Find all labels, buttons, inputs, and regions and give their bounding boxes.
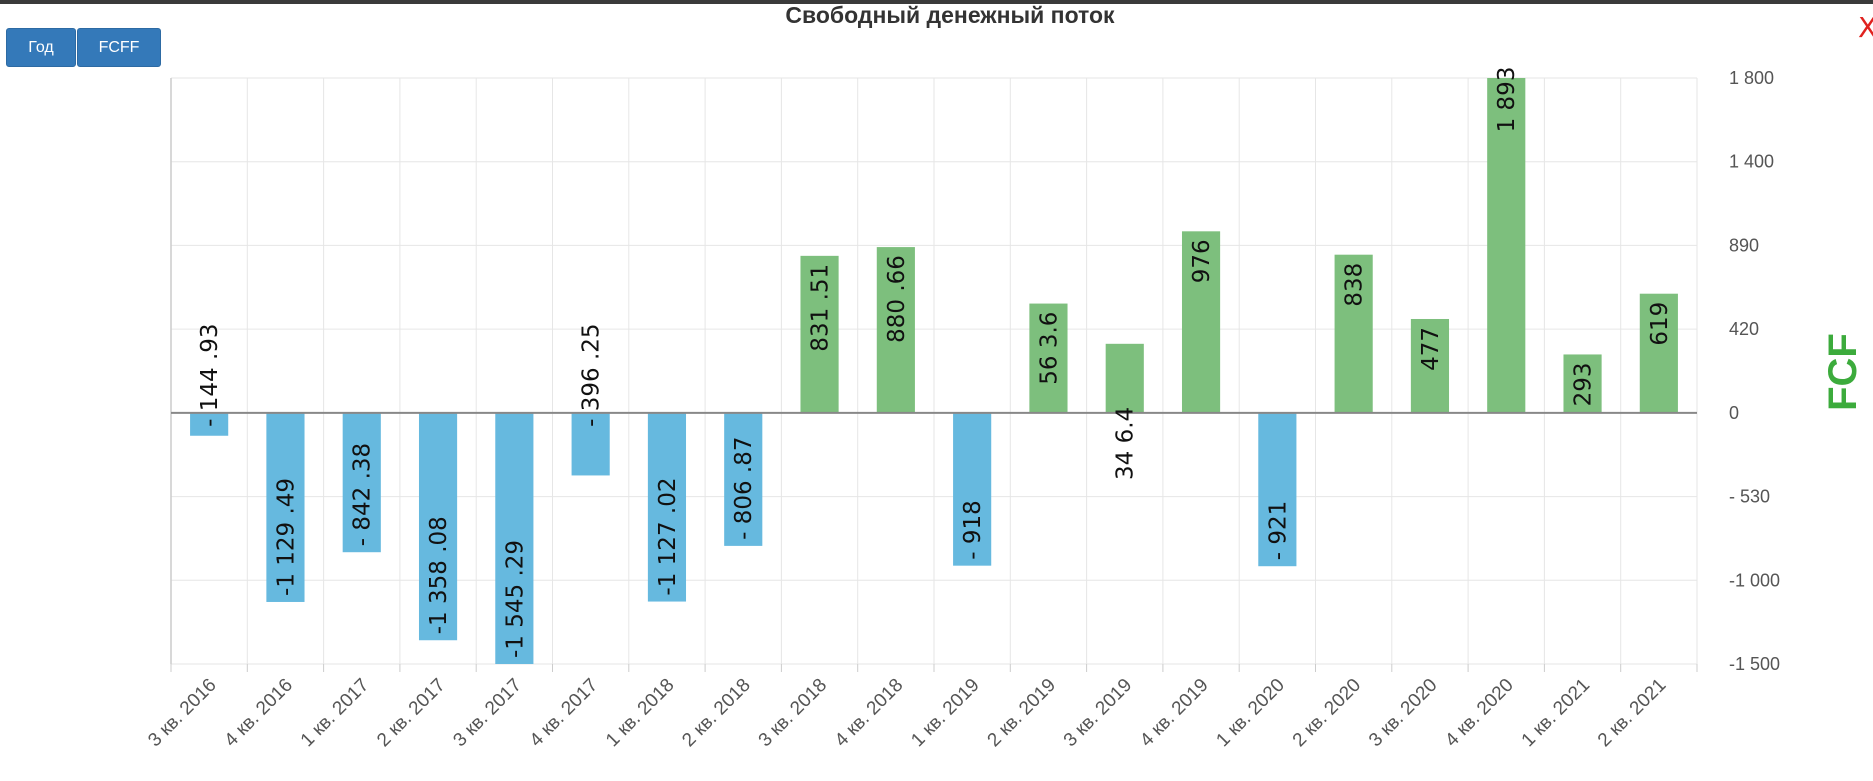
bar (1563, 354, 1602, 413)
data-label: -1 127 .02 (655, 478, 681, 596)
y-tick-label: - 530 (1729, 487, 1770, 507)
data-label: - 918 (960, 500, 986, 560)
x-tick-label: 3 кв. 2018 (755, 675, 831, 751)
bar (1181, 231, 1221, 413)
data-label: -1 358 .08 (426, 516, 452, 634)
x-tick-label: 4 кв. 2017 (526, 675, 602, 751)
bar (1334, 254, 1373, 413)
bar (1029, 303, 1068, 413)
data-label: 976 (1189, 239, 1215, 283)
bar (724, 412, 763, 546)
data-label: -1 129 .49 (273, 478, 299, 596)
data-label: 1 893 (1494, 67, 1520, 133)
x-tick-label: 3 кв. 2016 (144, 675, 220, 751)
data-label: - 842 .38 (350, 443, 376, 546)
data-label: -1 545 .29 (502, 540, 528, 658)
close-icon[interactable]: X (1858, 11, 1873, 44)
data-label: 880 .66 (884, 255, 910, 343)
top-strip (0, 0, 1873, 4)
bar (1258, 412, 1297, 567)
data-label: - 396 .25 (579, 323, 605, 426)
data-label: - 144 .93 (197, 323, 223, 426)
x-tick-label: 3 кв. 2020 (1365, 675, 1441, 751)
x-tick-label: 3 кв. 2019 (1060, 675, 1136, 751)
bar (1639, 293, 1678, 413)
year-button[interactable]: Год (6, 28, 76, 67)
x-tick-label: 2 кв. 2019 (984, 675, 1060, 751)
data-label: 56 3.6 (1036, 312, 1062, 385)
fcff-button[interactable]: FCFF (77, 28, 161, 67)
y-tick-label: -1 000 (1729, 570, 1780, 590)
x-tick-label: 1 кв. 2021 (1518, 675, 1594, 751)
x-tick-label: 1 кв. 2017 (297, 675, 373, 751)
x-tick-label: 4 кв. 2020 (1441, 675, 1517, 751)
bar (1487, 78, 1526, 413)
x-tick-label: 2 кв. 2018 (678, 675, 754, 751)
bar (342, 412, 381, 553)
bar (647, 412, 687, 602)
x-tick-label: 1 кв. 2018 (602, 675, 678, 751)
y-tick-label: 1 400 (1729, 152, 1774, 172)
data-label: 831 .51 (808, 264, 834, 352)
data-label: 293 (1571, 362, 1597, 406)
data-label: 619 (1647, 302, 1673, 346)
bar (800, 255, 839, 413)
bar (190, 412, 229, 436)
x-tick-label: 2 кв. 2017 (373, 675, 449, 751)
y-tick-label: 0 (1729, 403, 1739, 423)
y-tick-label: 1 800 (1729, 68, 1774, 88)
bar (495, 412, 534, 664)
x-tick-label: 2 кв. 2020 (1289, 675, 1365, 751)
bar (418, 412, 458, 641)
x-tick-label: 1 кв. 2020 (1212, 675, 1288, 751)
x-tick-label: 1 кв. 2019 (907, 675, 983, 751)
x-tick-label: 3 кв. 2017 (449, 675, 525, 751)
data-label: 838 (1342, 263, 1368, 307)
data-label: - 806 .87 (731, 436, 757, 539)
bar (1105, 343, 1144, 413)
data-label: - 921 (1265, 501, 1291, 561)
x-tick-label: 4 кв. 2018 (831, 675, 907, 751)
x-tick-label: 4 кв. 2016 (221, 675, 297, 751)
chart-title: Свободный денежный поток (785, 2, 1115, 28)
y-tick-label: -1 500 (1729, 654, 1780, 674)
bar (571, 412, 610, 476)
bar (1410, 318, 1450, 413)
data-label: 477 (1418, 327, 1444, 371)
y-tick-label: 420 (1729, 319, 1759, 339)
bar (953, 412, 992, 566)
y-tick-label: 890 (1729, 235, 1759, 255)
x-tick-label: 4 кв. 2019 (1136, 675, 1212, 751)
y-axis-title: FCF (1821, 333, 1865, 411)
bar (266, 412, 305, 602)
x-tick-label: 2 кв. 2021 (1594, 675, 1670, 751)
data-label: 34 6.4 (1113, 407, 1139, 480)
bar (876, 247, 915, 413)
